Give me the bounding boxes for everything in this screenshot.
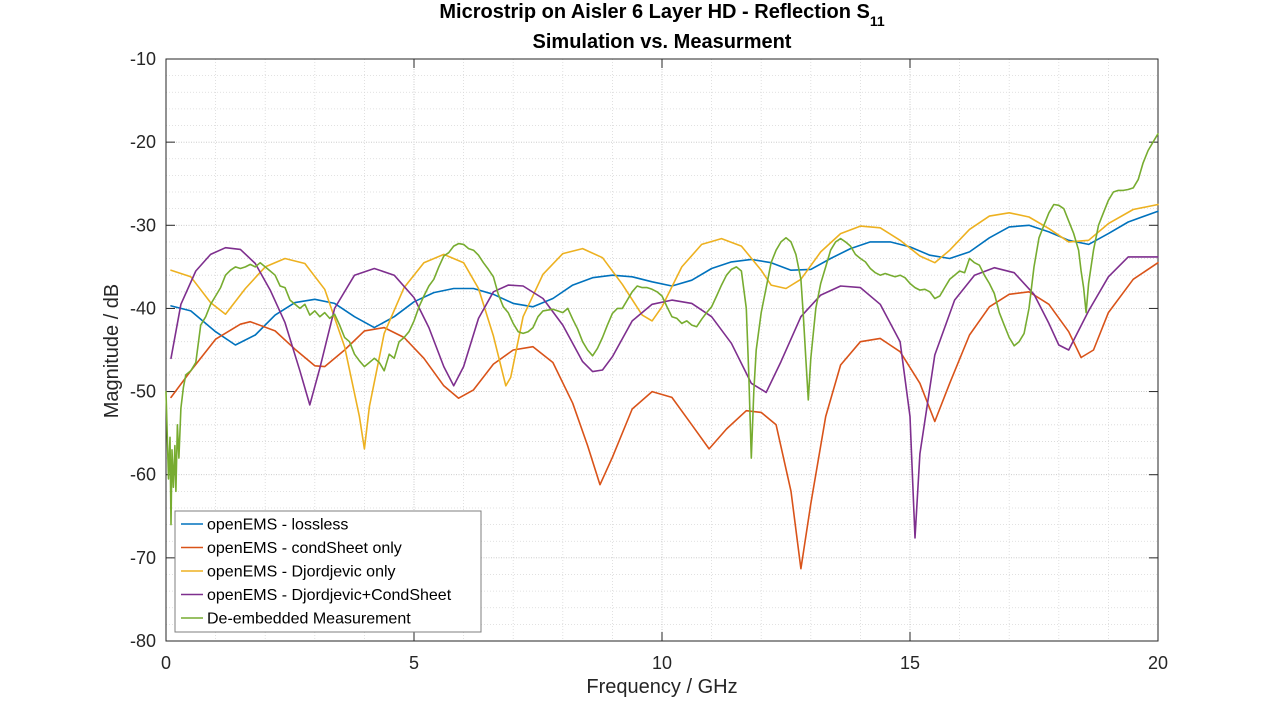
x-tick-label: 5 (409, 653, 419, 673)
y-tick-label: -30 (130, 215, 156, 235)
series-line-5 (165, 133, 1159, 526)
series-line-4 (170, 246, 1159, 539)
legend: openEMS - lossless openEMS - condSheet on… (174, 510, 482, 633)
y-tick-label: -20 (130, 132, 156, 152)
x-tick-label: 10 (652, 653, 672, 673)
series-line-1 (170, 210, 1159, 346)
legend-label: openEMS - condSheet only (207, 540, 402, 557)
x-axis-label: Frequency / GHz (586, 676, 737, 698)
y-tick-label: -50 (130, 382, 156, 402)
y-tick-label: -70 (130, 548, 156, 568)
y-tick-label: -40 (130, 298, 156, 318)
series-line-2 (170, 261, 1159, 570)
chart-title-subscript: 11 (870, 13, 885, 29)
legend-box (174, 510, 482, 633)
chart-title-line1: Microstrip on Aisler 6 Layer HD - Reflec… (439, 1, 884, 29)
chart-title-line2: Simulation vs. Measurment (533, 31, 792, 53)
series-line-3 (170, 203, 1159, 450)
legend-label: De-embedded Measurement (207, 611, 411, 628)
y-tick-label: -60 (130, 465, 156, 485)
x-tick-label: 0 (161, 653, 171, 673)
legend-label: openEMS - Djordjevic only (207, 564, 396, 581)
x-tick-label: 15 (900, 653, 920, 673)
legend-label: openEMS - lossless (207, 517, 348, 534)
legend-label: openEMS - Djordjevic+CondSheet (207, 587, 452, 604)
y-axis-label: Magnitude / dB (101, 284, 123, 419)
y-tick-label: -10 (130, 49, 156, 69)
series-group (165, 133, 1159, 570)
axis-ticks: 0 5 10 15 20 -80 -70 -60 -50 -40 -30 -20 -10 (130, 49, 1168, 673)
x-tick-label: 20 (1148, 653, 1168, 673)
y-tick-label: -80 (130, 631, 156, 651)
